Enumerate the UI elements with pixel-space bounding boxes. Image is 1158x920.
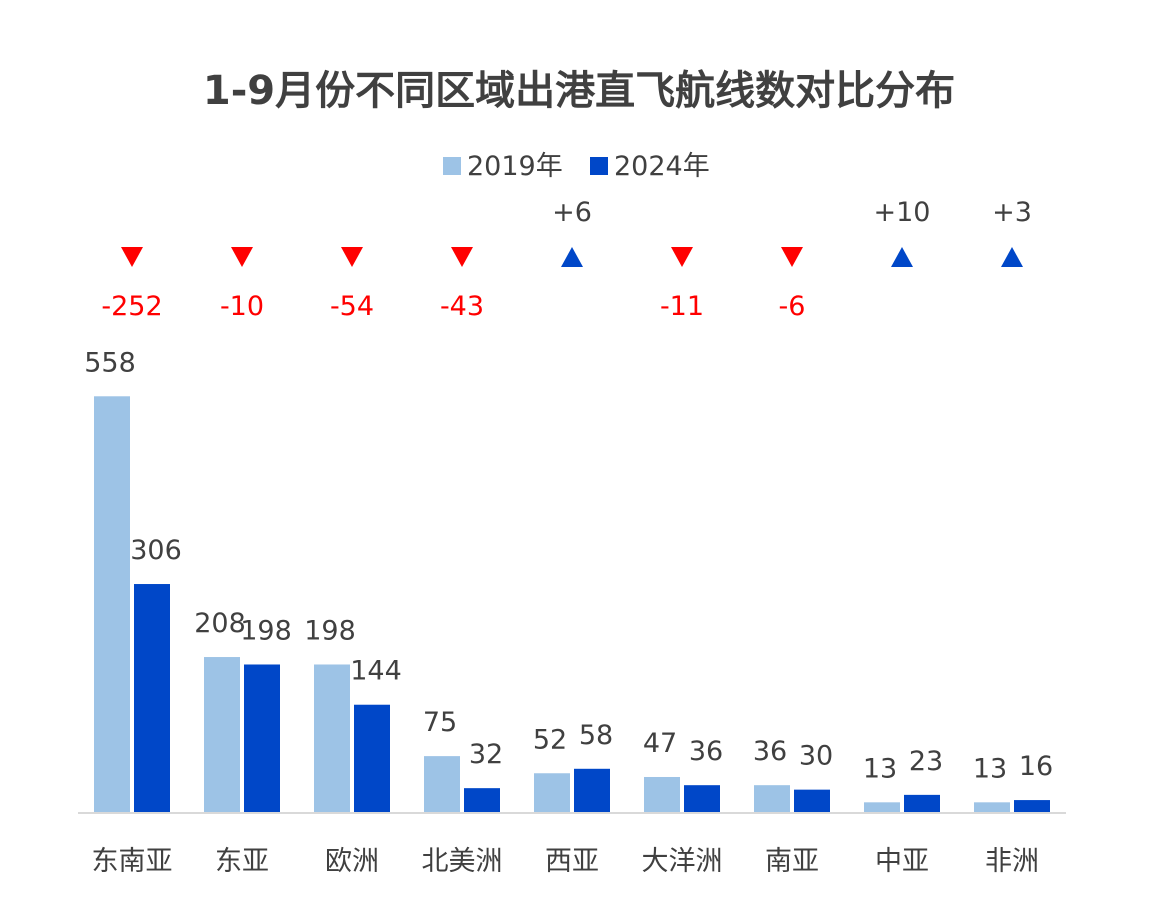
bar-2024-1 <box>244 664 280 812</box>
value-label-2024-7: 23 <box>909 746 943 777</box>
change-label-2: -54 <box>330 291 374 322</box>
value-label-2019-8: 13 <box>973 753 1007 784</box>
change-label-5: -11 <box>660 291 704 322</box>
value-label-2024-6: 30 <box>799 741 833 772</box>
legend-label-0: 2019年 <box>467 151 563 182</box>
category-label-3: 北美洲 <box>422 846 503 877</box>
bar-2019-5 <box>644 776 680 812</box>
value-label-2024-3: 32 <box>469 739 503 770</box>
category-label-6: 南亚 <box>765 846 819 877</box>
value-label-2024-2: 144 <box>350 656 402 687</box>
bar-2024-2 <box>354 704 390 812</box>
bar-2024-6 <box>794 789 830 812</box>
legend-label-1: 2024年 <box>614 151 710 182</box>
value-label-2019-6: 36 <box>753 736 787 767</box>
bar-2024-3 <box>464 788 500 812</box>
bar-2019-0 <box>94 396 130 812</box>
value-label-2024-5: 36 <box>689 736 723 767</box>
bars <box>94 396 1050 812</box>
down-triangle-icon <box>451 247 473 267</box>
bar-2024-7 <box>904 794 940 812</box>
category-label-8: 非洲 <box>985 846 1039 877</box>
value-label-2024-8: 16 <box>1019 751 1053 782</box>
change-label-0: -252 <box>101 291 162 322</box>
bar-2024-8 <box>1014 800 1050 812</box>
up-triangle-icon <box>891 247 913 267</box>
down-triangle-icon <box>231 247 253 267</box>
bar-2019-7 <box>864 802 900 812</box>
chart-title: 1-9月份不同区域出港直飞航线数对比分布 <box>202 68 956 114</box>
value-label-2019-3: 75 <box>423 707 457 738</box>
category-label-1: 东亚 <box>215 846 269 877</box>
change-label-3: -43 <box>440 291 484 322</box>
down-triangle-icon <box>341 247 363 267</box>
legend-swatch-1 <box>590 157 608 175</box>
bar-2019-3 <box>424 756 460 812</box>
value-label-2024-0: 306 <box>130 535 182 566</box>
bar-2024-5 <box>684 785 720 812</box>
value-label-2019-0: 558 <box>84 347 136 378</box>
bar-2019-8 <box>974 802 1010 812</box>
value-label-2019-2: 198 <box>304 615 356 646</box>
category-label-4: 西亚 <box>545 846 599 877</box>
category-label-2: 欧洲 <box>325 846 379 877</box>
category-label-7: 中亚 <box>875 846 929 877</box>
value-label-2024-1: 198 <box>240 615 292 646</box>
change-label-6: -6 <box>779 291 806 322</box>
change-label-7: +10 <box>874 197 931 228</box>
change-label-8: +3 <box>992 197 1032 228</box>
value-label-2019-4: 52 <box>533 724 567 755</box>
bar-2024-4 <box>574 768 610 812</box>
change-label-1: -10 <box>220 291 264 322</box>
up-triangle-icon <box>1001 247 1023 267</box>
down-triangle-icon <box>121 247 143 267</box>
bar-2019-4 <box>534 773 570 812</box>
category-labels: 东南亚 东亚 欧洲 北美洲 西亚 大洋洲 南亚 中亚 非洲 <box>92 846 1040 877</box>
category-label-0: 东南亚 <box>92 846 173 877</box>
down-triangle-icon <box>671 247 693 267</box>
bar-2019-6 <box>754 785 790 812</box>
value-label-2019-7: 13 <box>863 753 897 784</box>
bar-2019-1 <box>204 657 240 812</box>
down-triangle-icon <box>781 247 803 267</box>
bar-2024-0 <box>134 584 170 812</box>
change-label-4: +6 <box>552 197 592 228</box>
legend: 2019年 2024年 <box>443 151 710 182</box>
category-label-5: 大洋洲 <box>642 846 723 877</box>
value-label-2019-5: 47 <box>643 728 677 759</box>
value-label-2019-1: 208 <box>194 608 246 639</box>
bar-2019-2 <box>314 664 350 812</box>
up-triangle-icon <box>561 247 583 267</box>
legend-swatch-0 <box>443 157 461 175</box>
value-label-2024-4: 58 <box>579 720 613 751</box>
change-indicators: -252 -10 -54 -43 +6 -11 -6 +10 +3 <box>101 197 1032 322</box>
